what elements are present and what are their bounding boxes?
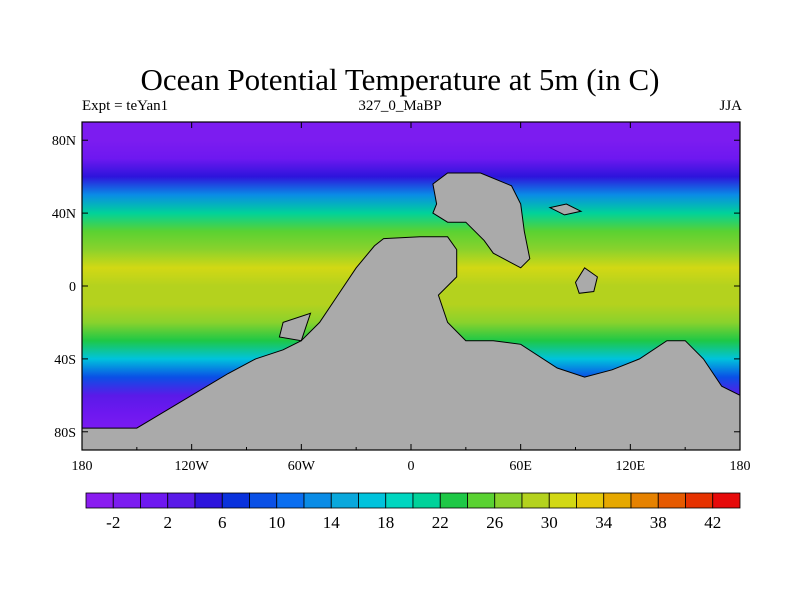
colorbar-label: 18: [377, 513, 394, 532]
colorbar-swatch: [385, 492, 414, 509]
land-northern-block: [432, 172, 531, 269]
colorbar-swatch: [85, 492, 114, 509]
colorbar-label: 38: [650, 513, 667, 532]
colorbar-swatch: [548, 492, 577, 509]
x-tick-label: 180: [72, 459, 93, 474]
colorbar-label: 2: [164, 513, 173, 532]
colorbar-swatch: [712, 492, 741, 509]
colorbar-label: 34: [595, 513, 613, 532]
land-western-peninsula: [278, 312, 312, 342]
colorbar-swatch: [467, 492, 496, 509]
colorbar-swatch: [657, 492, 686, 509]
colorbar-swatch: [221, 492, 250, 509]
land-pangaea-main: [82, 236, 740, 450]
x-tick-label: 180: [730, 459, 751, 474]
colorbar-swatch: [439, 492, 468, 509]
land-northeast-island: [548, 203, 583, 216]
colorbar-label: 6: [218, 513, 227, 532]
colorbar-swatch: [167, 492, 196, 509]
experiment-label: Expt = teYan1: [82, 98, 169, 114]
x-tick-label: 60E: [509, 459, 532, 474]
colorbar-label: 30: [541, 513, 558, 532]
colorbar-swatch: [303, 492, 332, 509]
y-tick-label: 80S: [54, 426, 76, 441]
y-tick-label: 40N: [52, 207, 76, 222]
land-layer: [82, 172, 740, 450]
colorbar-swatch: [112, 492, 141, 509]
colorbar-swatch: [630, 492, 659, 509]
colorbar-swatch: [330, 492, 359, 509]
colorbar-swatch: [358, 492, 387, 509]
y-tick-label: 80N: [52, 134, 76, 149]
colorbar-label: 22: [432, 513, 449, 532]
colorbar-label: 42: [704, 513, 721, 532]
x-tick-label: 60W: [288, 459, 316, 474]
colorbar-label: 26: [486, 513, 503, 532]
colorbar-label: 10: [268, 513, 285, 532]
time-label: 327_0_MaBP: [358, 98, 442, 114]
x-axis: 180 120W 60W 0 60E 120E 180: [72, 122, 751, 474]
colorbar-swatch: [494, 492, 523, 509]
y-tick-label: 0: [69, 280, 76, 295]
colorbar-label: -2: [106, 513, 120, 532]
x-tick-label: 120W: [175, 459, 210, 474]
map-plot-area: [82, 122, 740, 450]
colorbar-swatch: [521, 492, 550, 509]
colorbar-swatch: [194, 492, 223, 509]
colorbar-swatch: [276, 492, 305, 509]
land-east-shelf: [574, 267, 598, 294]
y-tick-label: 40S: [54, 353, 76, 368]
x-tick-label: 0: [408, 459, 415, 474]
colorbar-swatch: [249, 492, 278, 509]
y-axis: 80N 40N 0 40S 80S: [52, 134, 740, 441]
colorbar-swatch: [140, 492, 169, 509]
colorbar-swatch: [412, 492, 441, 509]
colorbar-label: 14: [323, 513, 341, 532]
colorbar: -2 2 6 10 14 18 22 26 30 34 38 42: [85, 492, 741, 532]
colorbar-swatch: [576, 492, 605, 509]
colorbar-swatch: [603, 492, 632, 509]
chart-title: Ocean Potential Temperature at 5m (in C): [140, 62, 660, 97]
season-label: JJA: [719, 98, 742, 114]
colorbar-swatch: [685, 492, 714, 509]
x-tick-label: 120E: [616, 459, 646, 474]
